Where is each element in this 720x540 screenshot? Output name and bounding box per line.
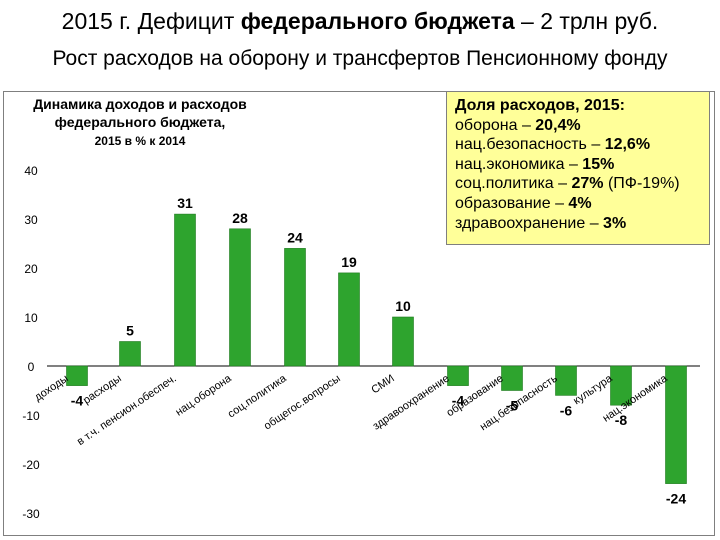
chart-title-line1: Динамика доходов и расходов xyxy=(33,96,247,112)
category-label: СМИ xyxy=(369,373,396,397)
expense-share-line: нац.безопасность – 12,6% xyxy=(455,136,651,154)
y-tick-label: 30 xyxy=(24,213,38,227)
category-label: культура xyxy=(571,372,615,407)
expense-share-line: образование – 4% xyxy=(455,194,592,212)
data-label: -8 xyxy=(615,412,628,428)
chart-title: Динамика доходов и расходов федерального… xyxy=(6,95,274,150)
y-tick-label: 10 xyxy=(24,311,38,325)
data-label: -6 xyxy=(560,402,573,418)
category-label: доходы xyxy=(32,372,70,403)
data-label: 19 xyxy=(341,254,357,270)
slide-title: 2015 г. Дефицит федерального бюджета – 2… xyxy=(61,8,659,34)
expense-share-line: нац.экономика – 15% xyxy=(455,155,615,173)
y-tick-label: 40 xyxy=(24,164,38,178)
data-label: -4 xyxy=(71,393,84,409)
expense-share-box: Доля расходов, 2015: оборона – 20,4% нац… xyxy=(446,91,710,245)
data-label: -4 xyxy=(452,393,465,409)
data-label: 24 xyxy=(287,229,303,245)
data-label: 10 xyxy=(395,298,411,314)
data-label: 31 xyxy=(177,195,193,211)
expense-share-line: оборона – 20,4% xyxy=(455,116,581,134)
expense-share-line: соц.политика – 27% (ПФ-19%) xyxy=(455,175,680,193)
data-label: 28 xyxy=(232,210,248,226)
bar xyxy=(501,365,523,391)
y-tick-label: -30 xyxy=(22,507,40,521)
bar xyxy=(338,272,360,367)
chart-title-line3: 2015 в % к 2014 xyxy=(94,134,186,148)
category-label: в т.ч. пенсион.обеспеч. xyxy=(75,373,179,448)
data-label: -24 xyxy=(666,491,686,507)
bar xyxy=(392,316,414,367)
y-tick-label: -20 xyxy=(22,458,40,472)
y-tick-label: 0 xyxy=(28,360,35,374)
bar xyxy=(66,365,88,386)
y-tick-label: 20 xyxy=(24,262,38,276)
bar xyxy=(555,365,577,396)
data-label: -5 xyxy=(506,398,519,414)
chart-title-line2: федерального бюджета, xyxy=(54,114,226,130)
bar xyxy=(447,365,469,386)
bar xyxy=(119,341,141,367)
bar xyxy=(229,228,251,367)
bar xyxy=(174,213,196,367)
y-tick-label: -10 xyxy=(22,409,40,423)
expense-share-line: здравоохранение – 3% xyxy=(455,214,627,232)
bar xyxy=(284,248,306,367)
data-label: 5 xyxy=(126,323,134,339)
bar xyxy=(610,365,632,406)
expense-share-heading: Доля расходов, 2015: xyxy=(455,97,625,114)
bar xyxy=(665,365,687,484)
slide-subtitle: Рост расходов на оборону и трансфертов П… xyxy=(52,47,668,70)
